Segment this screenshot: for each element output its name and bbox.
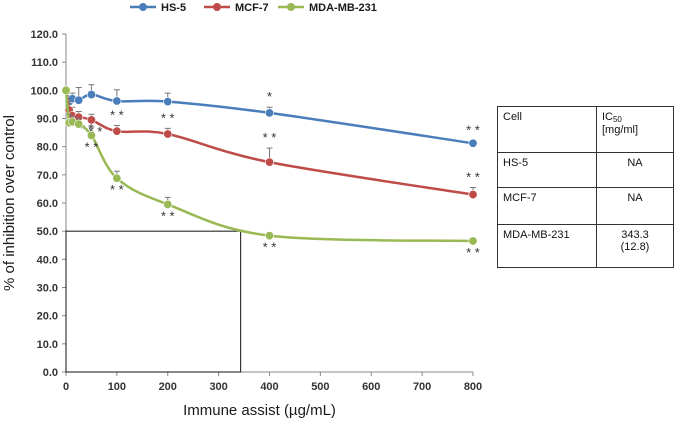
ic50-sd: (12.8) [620, 241, 650, 253]
y-tick-label: 100.0 [30, 85, 58, 97]
y-tick-label: 110.0 [31, 57, 58, 69]
data-point [86, 130, 96, 140]
y-tick-label: 80.0 [37, 142, 58, 154]
ic50-box [65, 230, 242, 373]
header-ic50: IC50 [mg/ml] [595, 106, 674, 153]
data-point [112, 126, 122, 136]
data-point [264, 231, 274, 241]
ic50-value: 343.3 [621, 229, 649, 241]
table-header-row: Cell IC50 [mg/ml] [497, 106, 674, 153]
table-row: MCF-7 NA [497, 187, 674, 225]
series-group: ** ** ** ** * * ** ** ** ** ** ** * * * [61, 84, 480, 260]
row-cell-name: MCF-7 [497, 187, 597, 225]
x-tick-label: 300 [209, 381, 227, 393]
data-point [468, 190, 478, 200]
data-point [112, 173, 122, 183]
table-row: HS-5 NA [497, 152, 674, 188]
x-tick-label: 700 [413, 381, 431, 393]
significance-marker: * * [466, 170, 480, 185]
significance-marker: * * [466, 122, 480, 137]
y-tick-label: 60.0 [37, 198, 58, 210]
y-tick-label: 90.0 [37, 114, 58, 126]
significance-marker: * * [110, 182, 124, 197]
header-cell-label: Cell [497, 106, 597, 153]
legend-label: MCF-7 [235, 2, 269, 14]
y-axis-title: % of inhibition over control [1, 115, 18, 291]
significance-marker: * * [466, 245, 480, 260]
legend-marker [139, 3, 147, 11]
data-point [74, 119, 84, 129]
ic-prefix: IC [601, 111, 613, 123]
data-point [264, 108, 274, 118]
y-axis: 0.0 10.0 20.0 30.0 40.0 50.0 60.0 70.0 80.0 90.0 1… [30, 29, 66, 379]
x-tick-label: 400 [260, 381, 278, 393]
significance-marker: * * [263, 130, 277, 145]
x-tick-label: 800 [464, 381, 482, 393]
ic-unit: [mg/ml] [601, 124, 639, 136]
y-tick-label: 70.0 [37, 170, 58, 182]
y-tick-label: 10.0 [37, 339, 58, 351]
significance-marker: * * [85, 139, 99, 154]
data-point [163, 97, 173, 107]
y-tick-label: 40.0 [37, 254, 58, 266]
data-point [163, 199, 173, 209]
data-point [163, 129, 173, 139]
x-tick-label: 600 [362, 381, 380, 393]
ic-subscript: 50 [612, 115, 622, 124]
data-point [74, 95, 84, 105]
significance-marker: * * [161, 110, 175, 125]
legend-label: MDA-MB-231 [309, 2, 377, 14]
row-ic50-value: NA [595, 187, 674, 225]
table-row: MDA-MB-231 343.3 (12.8) [497, 224, 674, 268]
y-tick-label: 20.0 [37, 311, 58, 323]
plot-area [65, 34, 473, 373]
legend-marker [287, 3, 295, 11]
x-tick-label: 200 [159, 381, 177, 393]
data-point [468, 138, 478, 148]
ic50-annotation-box [65, 230, 242, 373]
x-axis: 0 100 200 300 400 500 600 700 800 [63, 372, 482, 393]
data-point [86, 115, 96, 125]
significance-marker: * * [161, 208, 175, 223]
y-tick-label: 120.0 [30, 29, 58, 41]
y-tick-label: 0.0 [43, 367, 58, 379]
significance-marker: * * [263, 240, 277, 255]
row-cell-name: HS-5 [497, 152, 597, 188]
x-tick-label: 0 [63, 381, 69, 393]
x-tick-label: 500 [311, 381, 329, 393]
data-point [264, 157, 274, 167]
series-mda-mb-231: * * * * * * * * * * [61, 85, 480, 260]
significance-marker: * * [110, 108, 124, 123]
row-cell-name: MDA-MB-231 [497, 224, 597, 268]
legend-marker [213, 3, 221, 11]
legend-label: HS-5 [161, 2, 186, 14]
y-tick-label: 30.0 [37, 283, 58, 295]
significance-marker: * [267, 89, 272, 104]
row-ic50-value: 343.3 (12.8) [595, 224, 674, 268]
data-point [61, 85, 71, 95]
data-point [86, 90, 96, 100]
data-point [468, 236, 478, 246]
legend: HS-5 MCF-7 MDA-MB-231 [130, 2, 377, 14]
y-tick-label: 50.0 [37, 226, 58, 238]
data-point [112, 96, 122, 106]
x-axis-title: Immune assist (µg/mL) [183, 402, 336, 419]
x-tick-label: 100 [108, 381, 126, 393]
row-ic50-value: NA [595, 152, 674, 188]
ic50-table: Cell IC50 [mg/ml] HS-5 NA MCF-7 NA MDA-MB… [497, 106, 674, 268]
